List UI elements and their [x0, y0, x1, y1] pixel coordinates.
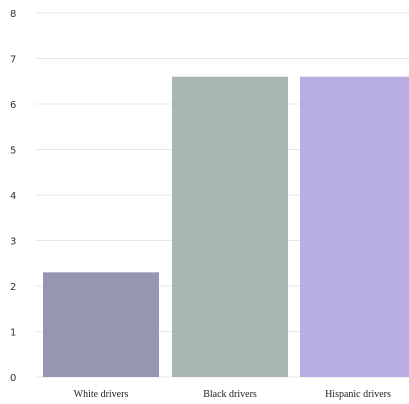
bar-white-drivers: [43, 272, 159, 377]
y-tick-label: 0: [10, 373, 16, 384]
x-category-label: White drivers: [74, 389, 129, 400]
x-category-label: Hispanic drivers: [325, 389, 391, 400]
y-tick-label: 1: [10, 328, 16, 339]
y-tick-label: 8: [10, 9, 16, 20]
y-tick-label: 7: [10, 55, 16, 66]
y-tick-label: 5: [10, 146, 16, 157]
y-tick-label: 2: [10, 282, 16, 293]
bars: [43, 76, 409, 377]
y-axis-tick-labels: 0 1 2 3 4 5 6 7 8: [10, 9, 16, 384]
y-tick-label: 4: [10, 191, 16, 202]
bar-hispanic-drivers: [300, 76, 409, 377]
y-tick-label: 6: [10, 100, 16, 111]
y-tick-label: 3: [10, 237, 16, 248]
x-category-label: Black drivers: [203, 389, 257, 400]
x-axis-category-labels: White drivers Black drivers Hispanic drive…: [74, 389, 391, 400]
bar-black-drivers: [172, 76, 288, 377]
